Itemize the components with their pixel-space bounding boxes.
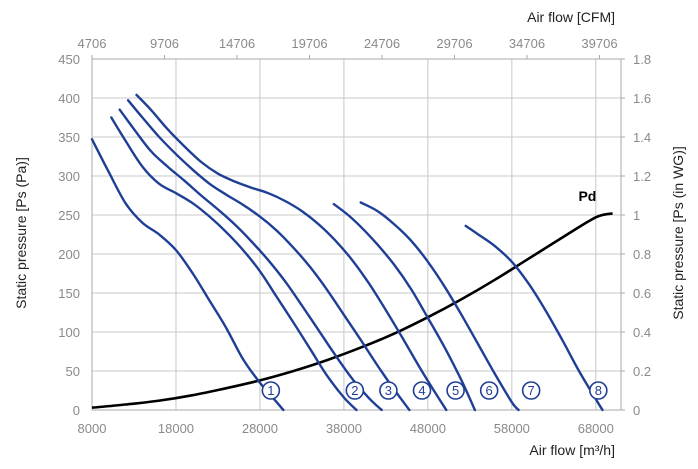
- curve-marker-label-3: 3: [385, 383, 392, 398]
- curve-marker-circle-8: [589, 381, 608, 400]
- series-layer: [90, 93, 604, 412]
- right-tick-label: 1.6: [633, 91, 651, 106]
- y-tick-label: 150: [58, 286, 80, 301]
- top-tick-label: 4706: [78, 36, 107, 51]
- y-tick-label: 0: [73, 403, 80, 418]
- y-axis-right-label: Static pressure [Ps (in WG)]: [670, 146, 686, 319]
- curve-marker-circle-3: [379, 381, 398, 400]
- right-tick-label: 1.4: [633, 130, 651, 145]
- right-tick-label: 1.8: [633, 52, 651, 67]
- curve-marker-layer: Pd 1 2 3 4 5 6 7 8: [261, 188, 608, 400]
- tick-label-layer: 8000 18000 28000 38000 48000 58000 68000050100…: [58, 36, 651, 436]
- curve-marker-circle-7: [521, 381, 541, 400]
- curve-marker-label-6: 6: [486, 383, 493, 398]
- top-tick-label: 24706: [364, 36, 400, 51]
- y-axis-left-label: Static pressure [Ps (Pa)]: [13, 157, 29, 309]
- curve-marker-circle-1: [261, 381, 281, 400]
- curve-marker-circle-4: [412, 381, 432, 400]
- x-tick-label: 48000: [410, 421, 446, 436]
- x-tick-label: 68000: [578, 421, 614, 436]
- curve-marker-circle-5: [446, 381, 465, 400]
- top-tick-label: 9706: [150, 36, 179, 51]
- right-tick-label: 1: [633, 208, 640, 223]
- fan-curve-2: [110, 116, 358, 412]
- y-tick-label: 350: [58, 130, 80, 145]
- x-tick-label: 28000: [242, 421, 278, 436]
- curve-marker-label-8: 8: [595, 383, 602, 398]
- curve-marker-label-1: 1: [267, 383, 274, 398]
- fan-curve-8: [464, 224, 604, 412]
- pd-curve-label: Pd: [578, 188, 596, 204]
- pd-curve-layer: [91, 212, 613, 409]
- right-tick-label: 0.2: [633, 364, 651, 379]
- y-tick-label: 50: [66, 364, 80, 379]
- x-tick-label: 18000: [158, 421, 194, 436]
- right-tick-label: 0.4: [633, 325, 651, 340]
- x-axis-top-label: Air flow [CFM]: [527, 9, 615, 25]
- right-tick-label: 0.6: [633, 286, 651, 301]
- y-tick-label: 200: [58, 247, 80, 262]
- curve-marker-label-7: 7: [528, 383, 535, 398]
- x-axis-bottom-label: Air flow [m³/h]: [529, 442, 615, 458]
- fan-curve-7: [359, 201, 520, 412]
- curve-marker-circle-6: [479, 381, 499, 400]
- top-tick-label: 19706: [291, 36, 327, 51]
- fan-curve-5: [135, 93, 448, 412]
- right-tick-label: 1.2: [633, 169, 651, 184]
- y-tick-label: 300: [58, 169, 80, 184]
- fan-curve-4: [126, 99, 411, 412]
- x-tick-label: 38000: [326, 421, 362, 436]
- y-tick-label: 100: [58, 325, 80, 340]
- fan-curve-3: [118, 108, 383, 412]
- top-tick-label: 39706: [581, 36, 617, 51]
- top-tick-label: 14706: [219, 36, 255, 51]
- x-tick-label: 8000: [78, 421, 107, 436]
- fan-curve-1: [90, 138, 285, 412]
- y-tick-label: 400: [58, 91, 80, 106]
- x-tick-label: 58000: [494, 421, 530, 436]
- top-tick-label: 34706: [509, 36, 545, 51]
- curve-marker-label-4: 4: [418, 383, 425, 398]
- y-tick-label: 450: [58, 52, 80, 67]
- plot-border: [91, 58, 622, 411]
- curve-marker-label-2: 2: [351, 383, 358, 398]
- right-tick-label: 0.8: [633, 247, 651, 262]
- fan-curve-6: [332, 202, 477, 412]
- grid-layer: [91, 58, 621, 411]
- top-tick-label: 29706: [436, 36, 472, 51]
- curve-marker-label-5: 5: [452, 383, 459, 398]
- curve-marker-circle-2: [345, 381, 365, 400]
- pd-curve: [91, 212, 613, 409]
- plot-frame: [91, 58, 622, 411]
- right-tick-label: 0: [633, 403, 640, 418]
- y-tick-label: 250: [58, 208, 80, 223]
